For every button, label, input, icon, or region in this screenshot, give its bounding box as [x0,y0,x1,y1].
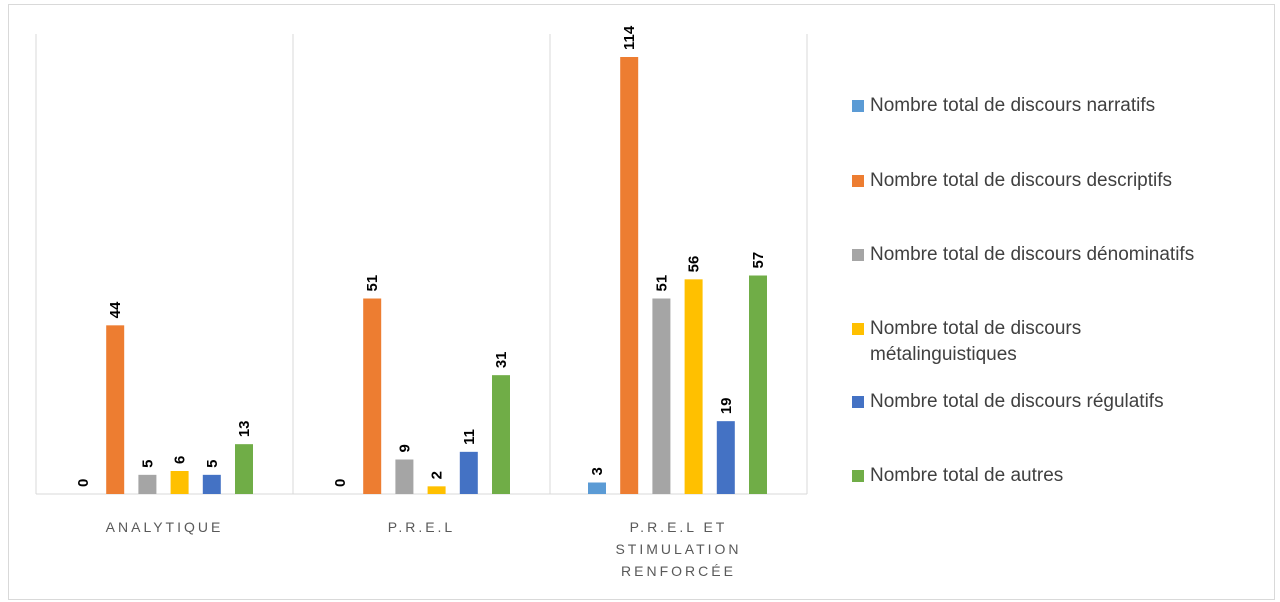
data-label-3-1: 3 [589,467,606,475]
data-label-2-6: 31 [493,351,510,368]
bar-2-5 [459,451,478,494]
category-label-2: P.R.E.L [388,519,455,535]
legend-item-1: Nombre total de discours narratifs [852,93,1270,119]
legend-swatch-3 [852,249,864,261]
data-label-3-4: 56 [686,256,703,273]
legend-swatch-5 [852,396,864,408]
bar-1-3 [138,474,157,494]
data-label-3-2: 114 [621,25,638,50]
data-label-1-2: 44 [107,301,124,318]
bar-3-2 [620,57,639,494]
legend-label-1: Nombre total de discours narratifs [870,95,1156,116]
data-label-2-1: 0 [332,479,349,487]
data-label-1-4: 6 [172,456,189,464]
data-label-1-6: 13 [236,420,253,437]
legend-label-4: Nombre total de discours métalinguistique… [870,318,1082,365]
legend-item-5: Nombre total de discours régulatifs [852,389,1270,415]
bar-3-1 [588,482,606,494]
data-label-3-3: 51 [653,275,670,292]
bar-3-4 [684,279,703,494]
legend-item-4: Nombre total de discours métalinguistique… [852,316,1270,368]
bar-2-2 [363,298,382,494]
data-label-2-5: 11 [461,429,478,445]
bar-1-5 [202,474,221,494]
data-label-1-1: 0 [75,479,92,487]
bar-2-4 [427,486,446,494]
legend-item-6: Nombre total de autres [852,463,1270,489]
legend-swatch-6 [852,470,864,482]
bar-1-6 [235,444,253,494]
category-label-1: ANALYTIQUE [106,519,224,535]
bar-1-2 [106,325,125,494]
bar-3-6 [749,275,767,494]
data-label-2-4: 2 [429,471,446,479]
category-label-3: P.R.E.L ET STIMULATION RENFORCÉE [615,519,741,579]
legend-swatch-2 [852,175,864,187]
data-label-1-3: 5 [139,459,156,467]
data-label-3-6: 57 [750,252,767,269]
data-label-3-5: 19 [718,397,735,414]
legend: Nombre total de discours narratifs Nombre… [852,0,1272,602]
data-label-1-5: 5 [204,459,221,467]
bar-2-6 [492,375,510,494]
chart-frame [8,4,1275,600]
bar-1-4 [170,471,189,494]
legend-label-6: Nombre total de autres [870,465,1064,486]
bar-3-5 [716,421,735,494]
data-label-2-3: 9 [396,444,413,452]
data-label-2-2: 51 [364,275,381,292]
legend-swatch-4 [852,323,864,335]
bar-3-3 [652,298,671,494]
legend-swatch-1 [852,100,864,112]
legend-label-5: Nombre total de discours régulatifs [870,391,1164,412]
legend-label-3: Nombre total de discours dénominatifs [870,244,1195,265]
legend-item-2: Nombre total de discours descriptifs [852,168,1270,194]
bar-2-3 [395,459,414,494]
legend-item-3: Nombre total de discours dénominatifs [852,242,1270,268]
legend-label-2: Nombre total de discours descriptifs [870,170,1173,191]
